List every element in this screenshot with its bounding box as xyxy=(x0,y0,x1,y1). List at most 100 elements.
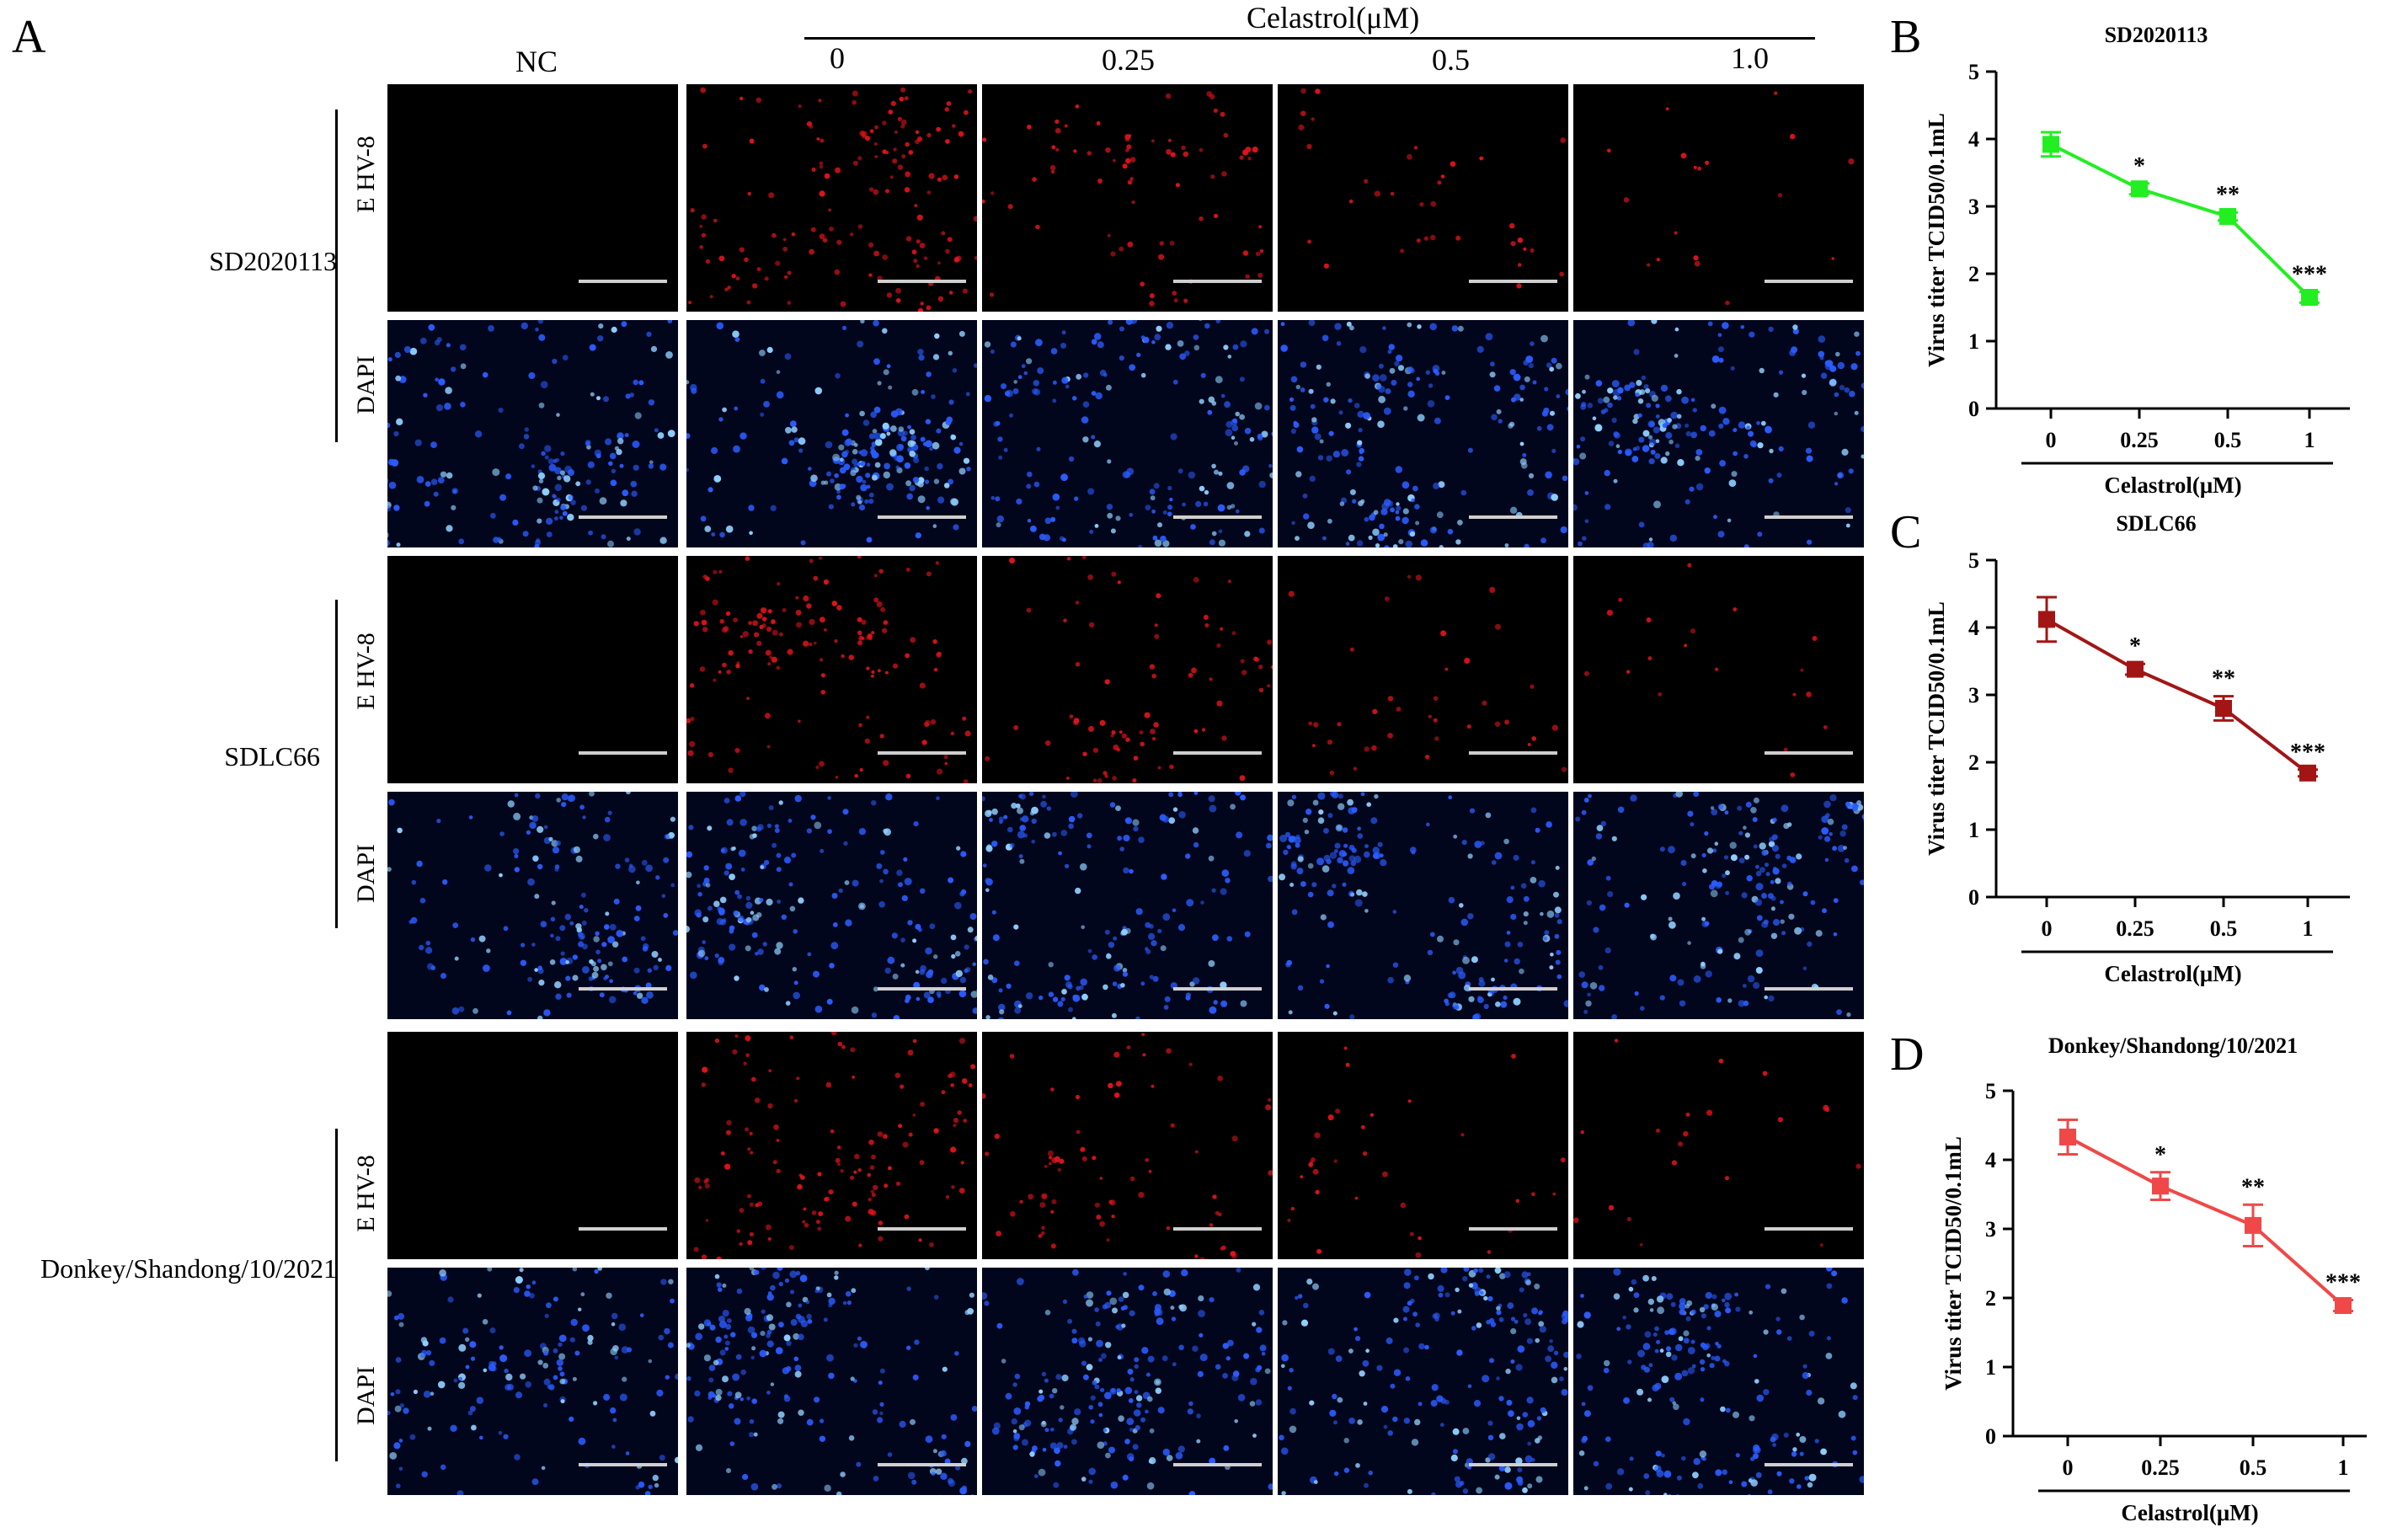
x-tick-label: 0.25 xyxy=(2120,428,2159,452)
data-point xyxy=(2152,1178,2169,1195)
dapi-micrograph xyxy=(1278,792,1568,1019)
dapi-micrograph xyxy=(387,320,678,547)
y-tick-label: 3 xyxy=(1985,1217,1996,1242)
stain-label-dapi-1: DAPI xyxy=(352,355,380,415)
x-axis-label: Celastrol(μM) xyxy=(2104,473,2241,498)
ehv8-micrograph xyxy=(1278,556,1568,783)
scale-bar xyxy=(1469,280,1557,283)
ehv8-micrograph xyxy=(1278,1032,1568,1259)
y-tick-label: 5 xyxy=(1985,1079,1996,1103)
dapi-micrograph xyxy=(982,320,1273,547)
x-axis-label: Celastrol(μM) xyxy=(2121,1500,2258,1525)
row-bracket-sd2020113 xyxy=(335,109,338,442)
scale-bar xyxy=(1173,1463,1262,1466)
significance-marker: *** xyxy=(2290,740,2325,766)
ehv8-micrograph xyxy=(1278,84,1568,312)
x-tick-label: 0 xyxy=(2046,428,2057,452)
ehv8-micrograph xyxy=(1573,1032,1864,1259)
scale-bar xyxy=(1469,987,1557,991)
dapi-micrograph xyxy=(387,792,678,1019)
scale-bar xyxy=(579,987,667,991)
scale-bar xyxy=(1173,987,1262,991)
scale-bar xyxy=(579,280,667,283)
y-tick-label: 1 xyxy=(1968,818,1979,842)
ehv8-micrograph xyxy=(1573,556,1864,783)
data-point xyxy=(2131,180,2148,198)
panel-label-b: B xyxy=(1890,11,1922,63)
dapi-micrograph xyxy=(1573,792,1864,1019)
x-tick-label: 0.5 xyxy=(2214,428,2242,452)
chart-title: SDLC66 xyxy=(2116,511,2196,536)
column-label-0-25: 0.25 xyxy=(1102,43,1155,77)
scale-bar xyxy=(1765,280,1853,283)
scale-bar xyxy=(579,1463,667,1466)
ehv8-micrograph xyxy=(387,1032,678,1259)
ehv8-micrograph xyxy=(982,556,1273,783)
scale-bar xyxy=(1173,515,1262,519)
data-point xyxy=(2335,1297,2352,1315)
scale-bar xyxy=(1765,1227,1853,1231)
scale-bar xyxy=(1469,1227,1557,1231)
y-tick-label: 3 xyxy=(1968,683,1979,708)
dapi-micrograph xyxy=(686,792,977,1019)
x-axis-label: Celastrol(μM) xyxy=(2104,961,2241,986)
y-tick-label: 2 xyxy=(1968,262,1979,286)
data-point xyxy=(2245,1216,2261,1234)
dapi-micrograph xyxy=(1573,1268,1864,1495)
ehv8-micrograph xyxy=(1573,84,1864,312)
dapi-micrograph xyxy=(1278,320,1568,547)
dapi-micrograph xyxy=(1278,1268,1568,1495)
scale-bar xyxy=(1173,751,1262,755)
stain-label-dapi-3: DAPI xyxy=(352,1366,380,1426)
ehv8-micrograph xyxy=(982,1032,1273,1259)
x-tick-label: 1 xyxy=(2303,916,2314,941)
panel-label-c: C xyxy=(1890,506,1922,558)
y-tick-label: 4 xyxy=(1985,1148,1996,1172)
y-tick-label: 4 xyxy=(1968,616,1979,640)
scale-bar xyxy=(579,515,667,519)
series-line xyxy=(2046,617,2309,775)
y-tick-label: 5 xyxy=(1968,548,1979,573)
column-label-0-5: 0.5 xyxy=(1432,43,1470,77)
significance-marker: ** xyxy=(2241,1174,2265,1200)
scale-bar xyxy=(1765,751,1853,755)
y-tick-label: 0 xyxy=(1968,885,1979,910)
significance-marker: *** xyxy=(2325,1269,2361,1295)
y-tick-label: 0 xyxy=(1985,1424,1996,1449)
x-tick-label: 0.5 xyxy=(2240,1455,2267,1480)
treatment-header-line xyxy=(804,37,1815,40)
significance-marker: ** xyxy=(2212,666,2235,692)
stain-label-ehv8-1: E HV-8 xyxy=(352,136,380,213)
x-tick-label: 0.25 xyxy=(2141,1455,2180,1480)
scale-bar xyxy=(878,987,966,991)
data-point xyxy=(2301,289,2318,306)
scale-bar xyxy=(1765,515,1853,519)
dapi-micrograph xyxy=(1573,320,1864,547)
chart-d: Donkey/Shandong/10/2021 0 1 2 3 4 5 0 0.25 0.5 1 Ce… xyxy=(1941,1033,2367,1525)
dapi-micrograph xyxy=(686,1268,977,1495)
ehv8-micrograph xyxy=(387,84,678,312)
x-tick-label: 1 xyxy=(2304,428,2315,452)
scale-bar xyxy=(878,1227,966,1231)
y-tick-label: 2 xyxy=(1985,1286,1996,1311)
series-line xyxy=(2067,1135,2345,1307)
chart-c: SDLC66 0 1 2 3 4 5 0 0.25 0.5 1 Celastrol(μM) Virus … xyxy=(1924,511,2350,986)
y-tick-label: 3 xyxy=(1968,195,1979,219)
micrograph-grid xyxy=(387,84,1870,1495)
dapi-micrograph xyxy=(982,792,1273,1019)
y-tick-label: 4 xyxy=(1968,127,1979,152)
y-tick-label: 1 xyxy=(1968,329,1979,354)
significance-marker: * xyxy=(2154,1142,2166,1168)
row-label-donkey: Donkey/Shandong/10/2021 xyxy=(40,1253,337,1284)
y-axis-label: Virus titer TCID50/0.1mL xyxy=(1924,113,1949,367)
column-label-nc: NC xyxy=(515,45,558,78)
column-label-0: 0 xyxy=(830,41,845,75)
y-tick-label: 0 xyxy=(1968,397,1979,421)
x-tick-label: 0.5 xyxy=(2210,916,2238,941)
data-point xyxy=(2042,136,2059,153)
scale-bar xyxy=(1173,1227,1262,1231)
panel-label-d: D xyxy=(1890,1028,1925,1081)
ehv8-micrograph xyxy=(982,84,1273,312)
stain-label-dapi-2: DAPI xyxy=(352,844,380,904)
y-axis-label: Virus titer TCID50/0.1mL xyxy=(1941,1136,1966,1391)
